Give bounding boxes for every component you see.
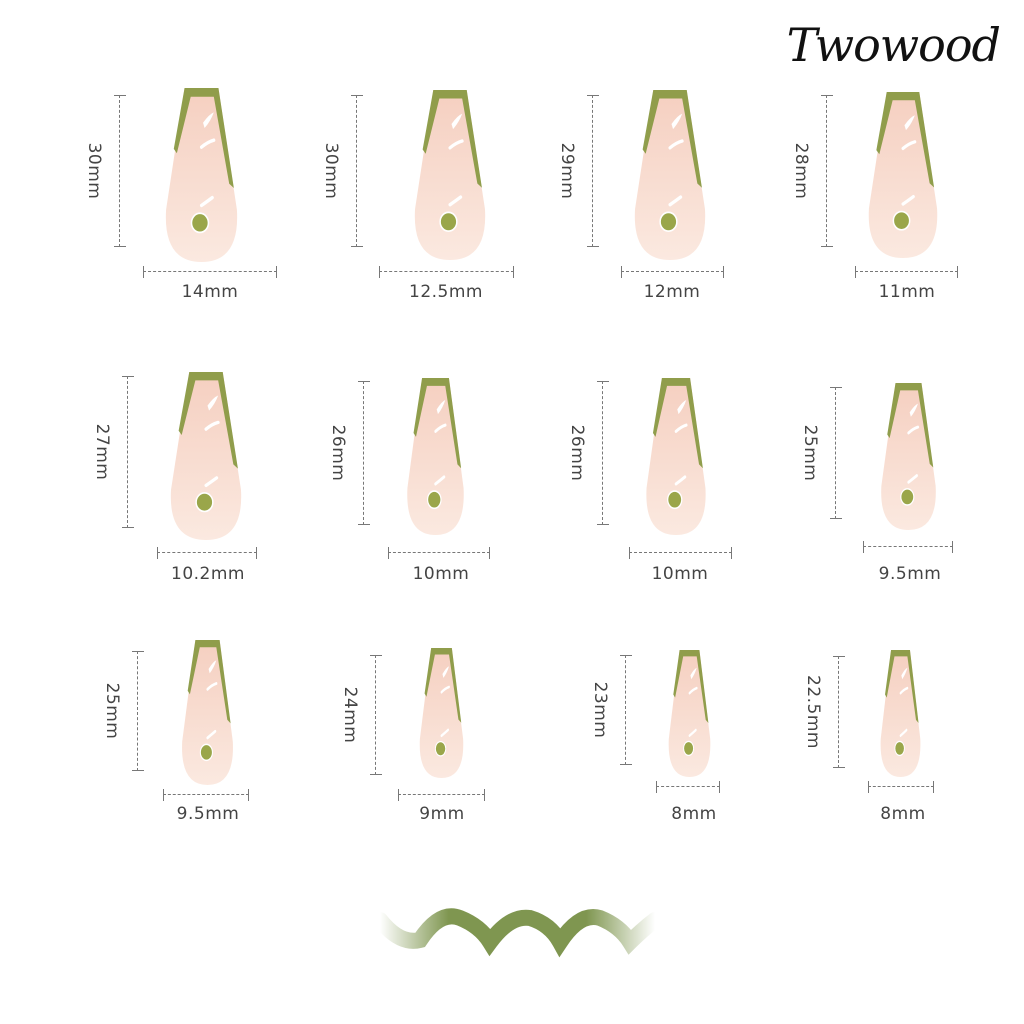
length-dimension-line <box>358 381 370 525</box>
press-on-nail <box>418 648 465 778</box>
width-label: 11mm <box>878 282 936 302</box>
length-dimension-line <box>122 376 134 528</box>
width-label: 10mm <box>412 564 470 584</box>
width-label: 8mm <box>671 804 717 824</box>
length-dimension-line <box>821 95 833 247</box>
length-label: 25mm <box>800 424 820 482</box>
press-on-nail <box>180 640 235 785</box>
length-dimension-line <box>587 95 599 247</box>
length-label: 23mm <box>590 681 610 739</box>
length-dimension-line <box>833 656 845 768</box>
length-label: 22.5mm <box>803 675 823 749</box>
press-on-nail <box>866 92 940 258</box>
width-dimension-line <box>157 547 257 559</box>
width-dimension-line <box>398 789 485 801</box>
brand-logo: Twowood <box>786 18 1001 72</box>
length-label: 30mm <box>84 142 104 200</box>
press-on-nail <box>163 88 240 262</box>
length-dimension-line <box>351 95 363 247</box>
length-label: 25mm <box>102 682 122 740</box>
length-dimension-line <box>830 387 842 519</box>
press-on-nail <box>667 650 712 777</box>
length-label: 28mm <box>791 142 811 200</box>
width-label: 8mm <box>880 804 926 824</box>
length-label: 29mm <box>557 142 577 200</box>
length-dimension-line <box>620 655 632 765</box>
width-dimension-line <box>163 789 249 801</box>
width-label: 12mm <box>643 282 701 302</box>
width-dimension-line <box>143 266 277 278</box>
length-dimension-line <box>114 95 126 247</box>
width-dimension-line <box>868 781 934 793</box>
length-label: 24mm <box>340 686 360 744</box>
length-label: 30mm <box>321 142 341 200</box>
width-label: 9.5mm <box>176 804 240 824</box>
width-label: 9mm <box>419 804 465 824</box>
width-dimension-line <box>656 781 720 793</box>
width-label: 14mm <box>181 282 239 302</box>
press-on-nail <box>879 650 922 777</box>
length-label: 26mm <box>328 424 348 482</box>
press-on-nail <box>879 383 938 530</box>
width-label: 9.5mm <box>878 564 942 584</box>
length-label: 26mm <box>567 424 587 482</box>
press-on-nail <box>412 90 488 260</box>
press-on-nail <box>168 372 244 540</box>
width-dimension-line <box>863 541 953 553</box>
wavy-line-icon <box>372 908 660 958</box>
width-label: 10.2mm <box>171 564 245 584</box>
width-dimension-line <box>629 547 732 559</box>
length-label: 27mm <box>92 423 112 481</box>
width-label: 12.5mm <box>409 282 483 302</box>
press-on-nail <box>632 90 708 260</box>
width-dimension-line <box>379 266 514 278</box>
length-dimension-line <box>597 381 609 525</box>
length-dimension-line <box>132 651 144 771</box>
press-on-nail <box>405 378 466 535</box>
width-label: 10mm <box>651 564 709 584</box>
width-dimension-line <box>388 547 490 559</box>
length-dimension-line <box>370 655 382 775</box>
width-dimension-line <box>621 266 724 278</box>
width-dimension-line <box>855 266 958 278</box>
press-on-nail <box>644 378 708 535</box>
